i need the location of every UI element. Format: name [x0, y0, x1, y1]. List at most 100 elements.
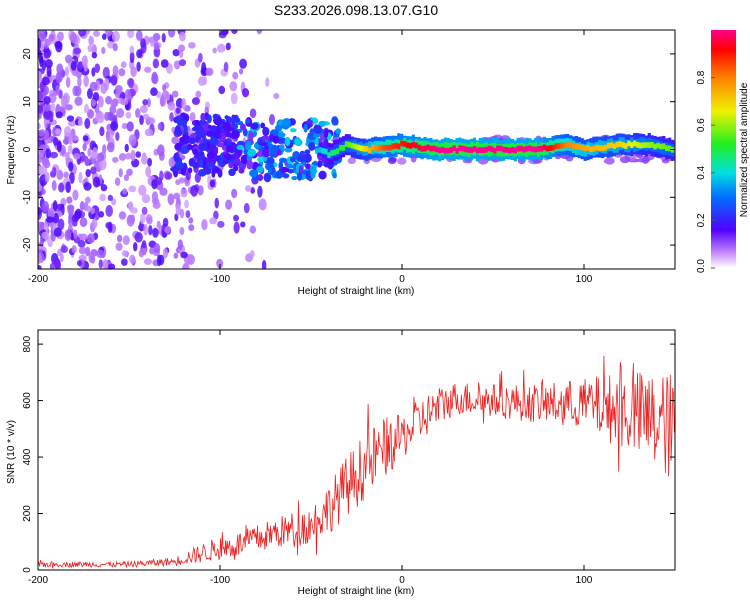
spectrogram-cell — [71, 214, 80, 223]
spectrogram-cell — [38, 264, 42, 269]
spectrogram-cell — [63, 171, 69, 179]
spectrogram-cell — [394, 142, 398, 149]
spectrogram-cell — [258, 198, 267, 211]
spectrogram-cell — [90, 207, 96, 215]
spectrogram-cell — [78, 171, 83, 184]
spectrogram-cell — [249, 225, 257, 234]
spectrogram-cell — [74, 96, 83, 107]
spectrogram-cell — [86, 88, 93, 100]
spectrogram-cell — [188, 137, 197, 145]
spectrogram-cell — [309, 165, 316, 172]
spectrogram-cell — [46, 65, 52, 77]
colorbar-tick-label: 0.8 — [696, 70, 707, 84]
spectrogram-cell — [173, 152, 179, 162]
spectrogram-cell — [179, 136, 185, 143]
spectrogram-cell — [90, 166, 97, 175]
spectrogram-cell — [298, 165, 304, 175]
spectrogram-cell — [627, 140, 631, 147]
spectrogram-cell — [528, 145, 532, 152]
spectrogram-cell — [243, 203, 250, 214]
spectrogram-cell — [417, 144, 421, 151]
spectrogram-cell — [537, 145, 541, 152]
spectrogram-cell — [212, 136, 219, 146]
spectrogram-y-tick-label: 0 — [22, 146, 33, 152]
spectrogram-cell — [100, 82, 108, 95]
spectrogram-cell — [336, 148, 340, 155]
spectrogram-cell — [63, 125, 72, 138]
spectrogram-cell — [71, 245, 77, 254]
spectrogram-cell — [507, 147, 512, 154]
spectrogram-cell — [644, 142, 648, 148]
spectrogram-cell — [53, 227, 62, 238]
spectrogram-cell — [171, 136, 180, 145]
spectrogram-cell — [338, 144, 343, 151]
spectrogram-cell — [126, 214, 135, 227]
spectrogram-cell — [487, 145, 491, 152]
spectrogram-cell — [388, 156, 397, 163]
spectrogram-cell — [303, 123, 308, 133]
spectrogram-cell — [150, 87, 158, 96]
spectrogram-cell — [214, 154, 219, 162]
spectrogram-cell — [470, 147, 474, 153]
spectrogram-cell — [534, 146, 538, 153]
spectrogram-cell — [161, 33, 166, 43]
spectrogram-cell — [551, 144, 555, 151]
spectrogram-cell — [197, 150, 205, 161]
spectrogram-cell — [294, 137, 302, 146]
spectrogram-cell — [78, 233, 88, 241]
spectrogram-cell — [162, 217, 169, 228]
spectrogram-cell — [499, 145, 503, 152]
spectrogram-cell — [91, 67, 96, 77]
spectrogram-cell — [206, 151, 215, 160]
spectrogram-cell — [245, 140, 252, 151]
spectrogram-cell — [172, 90, 179, 98]
spectrogram-cell — [178, 59, 187, 67]
spectrogram-cell — [65, 76, 71, 88]
spectrogram-cell — [149, 36, 155, 47]
spectrogram-cell — [79, 201, 85, 211]
spectrogram-cell — [266, 157, 275, 165]
spectrogram-cell — [376, 145, 381, 152]
spectrogram-cell — [38, 165, 44, 174]
spectrogram-cell — [62, 92, 70, 105]
spectrogram-cell — [123, 174, 130, 181]
spectrogram-cell — [403, 141, 407, 147]
spectrogram-cell — [213, 210, 219, 220]
spectrogram-cell — [160, 59, 169, 68]
spectrogram-cell — [190, 185, 199, 197]
spectrogram-cell — [496, 145, 500, 152]
snr-x-tick-label: -200 — [28, 575, 48, 586]
spectrogram-cell — [580, 144, 584, 151]
spectrogram-cell — [134, 231, 143, 243]
spectrogram-cell — [55, 103, 60, 112]
spectrogram-cell — [122, 235, 130, 246]
spectrogram-cell — [236, 144, 245, 150]
spectrogram-cell — [330, 150, 334, 156]
spectrogram-cell — [443, 147, 448, 154]
spectrogram-cell — [85, 168, 91, 178]
spectrogram-cell — [170, 166, 179, 172]
spectrogram-cell — [426, 144, 430, 151]
spectrogram-cell — [52, 166, 57, 176]
spectrogram-cell — [233, 153, 240, 159]
spectrogram-cell — [176, 119, 183, 127]
spectrogram-cell — [212, 147, 219, 155]
spectrogram-cell — [327, 152, 331, 158]
spectrogram-cell — [73, 47, 82, 55]
spectrogram-cell — [331, 116, 339, 126]
colorbar-tick-label: 0.4 — [696, 165, 707, 179]
spectrogram-cell — [347, 157, 357, 165]
spectrogram-cell — [261, 148, 271, 158]
spectrogram-cell — [278, 161, 284, 170]
spectrogram-cell — [45, 148, 52, 159]
spectrogram-cell — [267, 167, 272, 175]
spectrogram-cell — [77, 118, 83, 127]
figure-title: S233.2026.098.13.07.G10 — [274, 2, 438, 18]
spectrogram-cell — [148, 224, 153, 236]
spectrogram-cell — [226, 145, 233, 153]
spectrogram-cell — [44, 171, 50, 183]
spectrogram-cell — [90, 98, 97, 107]
spectrogram-cell — [464, 146, 468, 153]
spectrogram-cell — [124, 89, 132, 101]
spectrogram-cell — [51, 180, 57, 191]
